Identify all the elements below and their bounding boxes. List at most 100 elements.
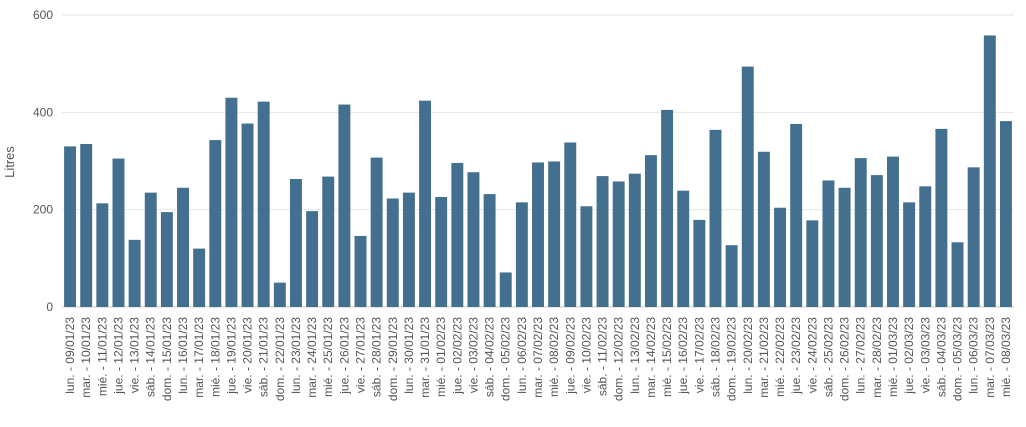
x-tick-label: lun. - 09/01/23: [63, 317, 77, 394]
bar: [289, 179, 302, 307]
x-tick-label: dom. - 19/02/23: [725, 317, 739, 401]
bar: [822, 180, 835, 307]
bar: [532, 162, 544, 307]
bar: [419, 100, 432, 307]
bar: [870, 175, 883, 307]
x-tick-label: vie. - 17/02/23: [692, 317, 706, 393]
x-tick-label: vie. - 24/02/23: [805, 317, 819, 393]
bar: [322, 176, 335, 307]
x-tick-label: lun. - 13/02/23: [628, 317, 642, 394]
x-tick-label: mié. - 01/03/23: [886, 317, 900, 397]
bars: [64, 35, 1012, 308]
x-tick-label: lun. - 06/03/23: [967, 317, 981, 394]
bar: [903, 202, 916, 307]
bar: [725, 245, 738, 307]
x-tick-label: sáb. - 04/03/23: [934, 317, 948, 397]
x-tick-label: mié. - 01/02/23: [434, 317, 448, 397]
x-tick-label: mar. - 31/01/23: [418, 317, 432, 398]
bar: [919, 186, 932, 307]
bar: [564, 142, 577, 307]
bar: [273, 282, 286, 307]
x-tick-label: vie. - 13/01/23: [128, 317, 142, 393]
bar: [306, 211, 319, 307]
x-tick-label: jue. - 02/03/23: [902, 317, 916, 395]
y-tick-label: 600: [33, 8, 53, 22]
x-tick-label: mar. - 21/02/23: [757, 317, 771, 398]
bar: [677, 190, 690, 307]
bar: [838, 187, 851, 307]
x-tick-label: vie. - 03/02/23: [466, 317, 480, 393]
bar: [112, 158, 125, 307]
y-axis-label: Litres: [2, 146, 17, 178]
x-tick-label: dom. - 15/01/23: [160, 317, 174, 401]
bar: [64, 146, 77, 307]
x-tick-label: mié. - 22/02/23: [773, 317, 787, 397]
bar: [935, 128, 948, 307]
bar: [967, 167, 980, 307]
bar: [225, 97, 238, 307]
bar: [757, 151, 770, 307]
x-axis-ticks: lun. - 09/01/23 mar. - 10/01/23 mié. - 11/…: [63, 317, 1013, 401]
x-tick-label: vie. - 20/01/23: [241, 317, 255, 393]
y-tick-label: 400: [33, 105, 53, 119]
y-axis-ticks: 0 200 400 600: [33, 8, 53, 314]
x-tick-label: sáb. - 18/02/23: [708, 317, 722, 397]
x-tick-label: jue. - 19/01/23: [224, 317, 238, 395]
bar: [628, 173, 641, 307]
x-tick-label: dom. - 05/03/23: [951, 317, 965, 401]
bar: [370, 157, 383, 307]
bar: [402, 192, 415, 307]
bar: [80, 143, 93, 307]
bar: [209, 140, 222, 307]
x-tick-label: sáb. - 28/01/23: [370, 317, 384, 397]
bar: [999, 121, 1012, 308]
bar: [435, 197, 448, 307]
x-tick-label: mié. - 15/02/23: [660, 317, 674, 397]
x-tick-label: mar. - 10/01/23: [79, 317, 93, 398]
bar: [951, 242, 964, 307]
bar: [580, 206, 593, 307]
bar: [806, 220, 819, 307]
y-tick-label: 200: [33, 203, 53, 217]
x-tick-label: lun. - 30/01/23: [402, 317, 416, 394]
x-tick-label: dom. - 12/02/23: [612, 317, 626, 401]
x-tick-label: sáb. - 11/02/23: [596, 317, 610, 396]
x-tick-label: sáb. - 14/01/23: [144, 317, 158, 397]
bar: [257, 101, 270, 307]
x-tick-label: mar. - 07/02/23: [531, 317, 545, 398]
bar: [128, 239, 141, 307]
x-tick-label: mar. - 07/03/23: [983, 317, 997, 398]
x-tick-label: jue. - 23/02/23: [789, 317, 803, 395]
bar: [160, 212, 173, 307]
x-tick-label: lun. - 20/02/23: [741, 317, 755, 394]
x-tick-label: mar. - 17/01/23: [192, 317, 206, 398]
x-tick-label: mar. - 14/02/23: [644, 317, 658, 398]
x-tick-label: mié. - 08/03/23: [999, 317, 1013, 397]
bar: [241, 123, 254, 307]
x-tick-label: jue. - 02/02/23: [450, 317, 464, 395]
x-tick-label: mié. - 08/02/23: [547, 317, 561, 397]
bar: [774, 207, 787, 307]
bar: [338, 104, 351, 308]
bar: [741, 66, 754, 307]
x-tick-label: jue. - 12/01/23: [111, 317, 125, 395]
bar: [661, 109, 674, 308]
x-tick-label: sáb. - 25/02/23: [821, 317, 835, 397]
x-tick-label: lun. - 16/01/23: [176, 317, 190, 394]
bar: [515, 202, 528, 307]
x-tick-label: vie. - 27/01/23: [354, 317, 368, 393]
x-tick-label: dom. - 05/02/23: [499, 317, 513, 401]
bar: [96, 203, 109, 307]
bar: [193, 248, 206, 307]
x-tick-label: vie. - 10/02/23: [579, 317, 593, 393]
bar: [693, 219, 706, 307]
bar: [499, 272, 512, 307]
bar: [596, 176, 609, 307]
x-tick-label: mar. - 28/02/23: [870, 317, 884, 398]
x-tick-label: sáb. - 21/01/23: [257, 317, 271, 397]
x-tick-label: mar. - 24/01/23: [305, 317, 319, 398]
x-tick-label: jue. - 16/02/23: [676, 317, 690, 395]
bar: [354, 235, 367, 307]
x-tick-label: dom. - 22/01/23: [273, 317, 287, 401]
